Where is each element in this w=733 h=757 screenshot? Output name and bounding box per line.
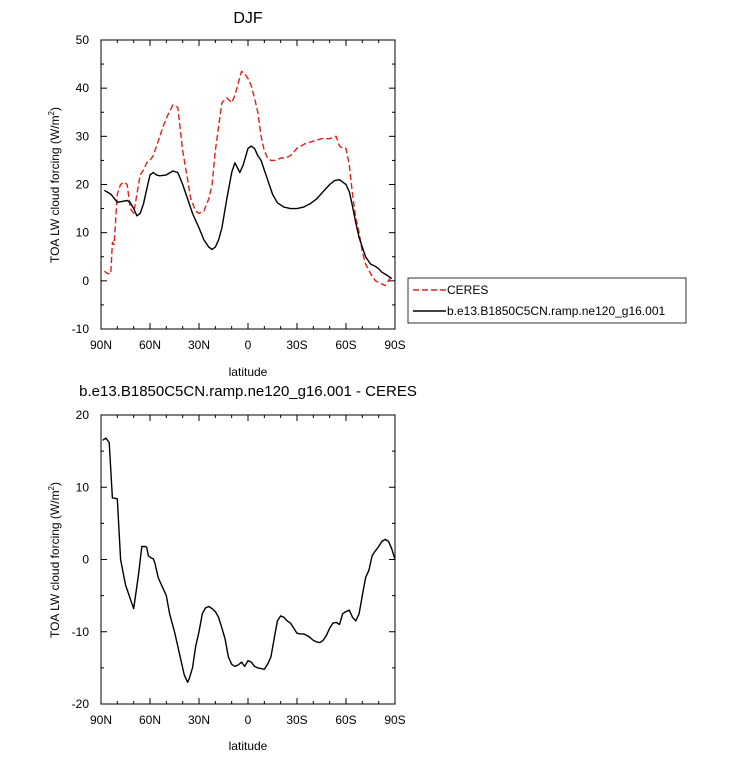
legend: CERES b.e13.B1850C5CN.ramp.ne120_g16.001 bbox=[407, 277, 687, 324]
top-y-tick-labels: -10 0 10 20 30 40 50 bbox=[72, 33, 90, 336]
bottom-y-axis-label: TOA LW cloud forcing (W/m2) bbox=[47, 482, 62, 638]
top-chart: DJF 90N 60N 30N 0 30S 60S 90S -10 0 10 20 30 40 50 l… bbox=[47, 10, 406, 379]
bottom-x-tick-labels: 90N 60N 30N 0 30S 60S 90S bbox=[90, 713, 406, 727]
bottom-y-tick-label: -10 bbox=[72, 625, 90, 639]
top-x-tick-label: 90N bbox=[90, 338, 112, 352]
top-y-tick-label: -10 bbox=[72, 322, 90, 336]
top-y-tick-label: 50 bbox=[76, 33, 90, 47]
top-x-tick-labels: 90N 60N 30N 0 30S 60S 90S bbox=[90, 338, 406, 352]
top-x-tick-label: 30N bbox=[188, 338, 210, 352]
bottom-y-axis-label-close: ) bbox=[48, 482, 62, 486]
top-y-tick-label: 10 bbox=[76, 226, 90, 240]
bottom-chart-title: b.e13.B1850C5CN.ramp.ne120_g16.001 - CER… bbox=[79, 383, 417, 400]
top-chart-title: DJF bbox=[233, 10, 263, 27]
bottom-y-tick-label: 20 bbox=[76, 408, 90, 422]
top-x-tick-label: 90S bbox=[384, 338, 405, 352]
bottom-x-tick-label: 60S bbox=[335, 713, 356, 727]
bottom-x-tick-label: 60N bbox=[139, 713, 161, 727]
top-x-tick-label: 60N bbox=[139, 338, 161, 352]
top-y-axis-label-text: TOA LW cloud forcing (W/m bbox=[48, 115, 62, 263]
bottom-y-tick-label: 10 bbox=[76, 480, 90, 494]
bottom-series-layer bbox=[102, 437, 396, 683]
top-series-layer bbox=[103, 70, 393, 287]
legend-ceres-label: CERES bbox=[447, 283, 488, 297]
bottom-x-tick-label: 90S bbox=[384, 713, 405, 727]
top-y-axis-label-sup: 2 bbox=[47, 110, 56, 115]
bottom-x-tick-label: 90N bbox=[90, 713, 112, 727]
top-x-tick-label: 0 bbox=[245, 338, 252, 352]
bottom-y-tick-label: -20 bbox=[72, 697, 90, 711]
top-y-tick-label: 30 bbox=[76, 129, 90, 143]
top-x-tick-label: 30S bbox=[286, 338, 307, 352]
bottom-y-tick-labels: -20 -10 0 10 20 bbox=[72, 408, 90, 711]
legend-model-label: b.e13.B1850C5CN.ramp.ne120_g16.001 bbox=[447, 304, 665, 318]
bottom-y-axis-label-text: TOA LW cloud forcing (W/m bbox=[48, 490, 62, 638]
top-y-axis-label: TOA LW cloud forcing (W/m2) bbox=[47, 107, 62, 263]
bottom-x-tick-label: 0 bbox=[245, 713, 252, 727]
top-ticks bbox=[100, 39, 396, 330]
bottom-chart: b.e13.B1850C5CN.ramp.ne120_g16.001 - CER… bbox=[47, 383, 417, 753]
bottom-x-tick-label: 30S bbox=[286, 713, 307, 727]
top-y-axis-label-close: ) bbox=[48, 107, 62, 111]
top-x-axis-label: latitude bbox=[229, 365, 268, 379]
top-series-model-line bbox=[103, 145, 393, 279]
top-y-tick-label: 40 bbox=[76, 81, 90, 95]
top-x-tick-label: 60S bbox=[335, 338, 356, 352]
top-y-tick-label: 0 bbox=[82, 274, 89, 288]
bottom-x-axis-label: latitude bbox=[229, 739, 268, 753]
top-series-ceres-line bbox=[103, 70, 393, 287]
top-y-tick-label: 20 bbox=[76, 178, 90, 192]
bottom-y-tick-label: 0 bbox=[82, 553, 89, 567]
bottom-y-axis-label-sup: 2 bbox=[47, 485, 56, 490]
bottom-ticks bbox=[100, 414, 396, 705]
bottom-x-tick-label: 30N bbox=[188, 713, 210, 727]
legend-box bbox=[407, 277, 687, 324]
bottom-series-difference-line bbox=[102, 437, 396, 683]
